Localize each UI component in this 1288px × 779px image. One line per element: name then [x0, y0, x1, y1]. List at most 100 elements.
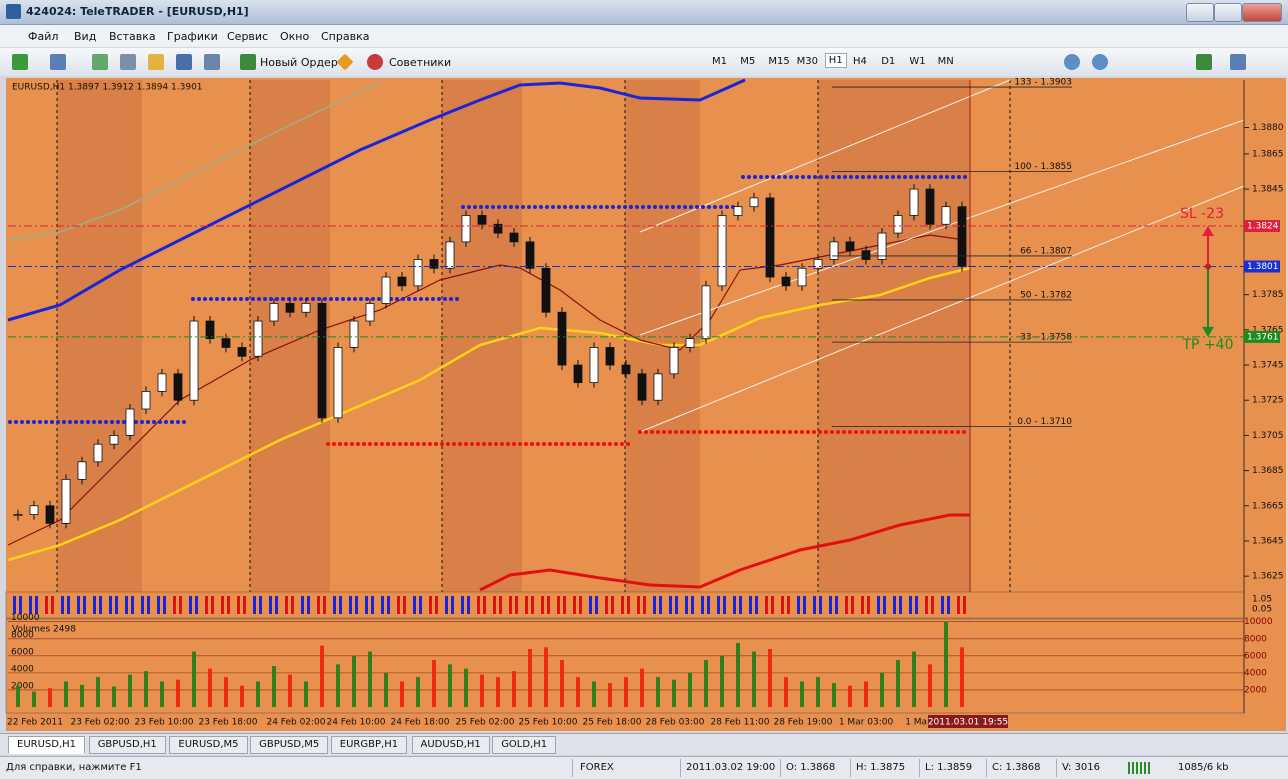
candle — [957, 206, 967, 267]
chart-tab[interactable]: EURGBP,H1 — [330, 736, 408, 754]
timeframe-button[interactable]: M15 — [768, 56, 790, 67]
volume-bar — [896, 660, 900, 707]
toolbar-icon[interactable] — [120, 54, 136, 70]
volume-bar — [832, 683, 836, 707]
indicator-bar — [349, 596, 352, 614]
x-tick-label: 24 Feb 18:00 — [390, 718, 449, 728]
volume-tick-label: 4000 — [11, 664, 34, 674]
indicator-bar — [13, 596, 16, 614]
chart-tab[interactable]: GOLD,H1 — [492, 736, 557, 754]
menu-item[interactable]: Файл — [28, 30, 59, 43]
indicator-bar — [51, 596, 54, 614]
indicator-bar — [947, 596, 950, 614]
menu-item[interactable]: Сервис — [227, 30, 269, 43]
candle — [637, 373, 647, 401]
menu-item[interactable]: Окно — [280, 30, 310, 43]
volume-tick-label: 10000 — [1244, 617, 1273, 627]
menu-item[interactable]: Справка — [321, 30, 370, 43]
timeframe-button[interactable]: MN — [937, 56, 954, 67]
candle — [141, 391, 151, 410]
toolbar-icon[interactable] — [1230, 54, 1246, 70]
y-tick-label: 1.3765 — [1252, 325, 1284, 335]
indicator-bar — [941, 596, 944, 614]
indicator-bar — [467, 596, 470, 614]
indicator-bar — [339, 596, 342, 614]
timeframe-button[interactable]: M30 — [796, 56, 818, 67]
toolbar-icon[interactable] — [204, 54, 220, 70]
candle — [269, 303, 279, 322]
indicator-bar — [963, 596, 966, 614]
toolbar-icon[interactable] — [50, 54, 66, 70]
indicator-bar — [797, 596, 800, 614]
candle — [541, 267, 551, 313]
menu-item[interactable]: Графики — [167, 30, 218, 43]
toolbar-icon[interactable] — [240, 54, 256, 70]
volume-bar — [768, 649, 772, 707]
indicator-bar — [253, 596, 256, 614]
menu-item[interactable]: Вид — [74, 30, 97, 43]
volume-bar — [80, 684, 84, 707]
volume-bar — [96, 677, 100, 707]
indicator-bar — [621, 596, 624, 614]
cursor-time-box — [928, 715, 1008, 728]
indicator-bar — [643, 596, 646, 614]
indicator-bar — [435, 596, 438, 614]
x-tick-label: 28 Feb 19:00 — [773, 718, 832, 728]
chart-tab[interactable]: GBPUSD,M5 — [250, 736, 329, 754]
indicator-bar — [637, 596, 640, 614]
timeframe-button[interactable]: M1 — [712, 56, 727, 67]
y-tick-label: 1.3745 — [1252, 361, 1284, 371]
toolbar-icon[interactable] — [336, 53, 354, 71]
toolbar-icon[interactable] — [148, 54, 164, 70]
candle — [157, 373, 167, 392]
timeframe-button[interactable]: D1 — [881, 56, 896, 67]
indicator-bar — [163, 596, 166, 614]
toolbar-icon[interactable] — [92, 54, 108, 70]
toolbar-icon[interactable] — [367, 54, 383, 70]
status-time: 2011.03.02 19:00 — [686, 762, 776, 773]
indicator-bar — [77, 596, 80, 614]
candle — [189, 320, 199, 401]
zoom-in[interactable] — [1064, 54, 1080, 70]
candle — [349, 320, 359, 348]
toolbar-icon[interactable] — [176, 54, 192, 70]
volume-bar — [848, 685, 852, 707]
x-tick-label: 1 Mar — [905, 718, 931, 728]
maximize-button[interactable] — [1214, 3, 1242, 22]
candle — [589, 347, 599, 384]
timeframe-button[interactable]: H4 — [853, 56, 867, 67]
status-high: H: 1.3875 — [856, 762, 906, 773]
indicator-bar — [269, 596, 272, 614]
chart-tab[interactable]: EURUSD,H1 — [8, 736, 86, 754]
volume-tick-label: 10000 — [11, 613, 40, 623]
indicator-bar — [29, 596, 32, 614]
chart-tab[interactable]: EURUSD,M5 — [169, 736, 248, 754]
close-button[interactable] — [1242, 3, 1282, 22]
indicator-bar — [131, 596, 134, 614]
volume-bar — [320, 645, 324, 707]
timeframe-button[interactable]: H1 — [824, 53, 847, 68]
minimize-button[interactable] — [1186, 3, 1214, 22]
zoom-out[interactable] — [1092, 54, 1108, 70]
volume-bar — [32, 691, 36, 707]
volume-label: Volumes 2498 — [12, 625, 76, 635]
fib-label: 100 - 1.3855 — [1014, 162, 1072, 172]
candle — [205, 320, 215, 340]
chart-tab[interactable]: AUDUSD,H1 — [411, 736, 490, 754]
candle — [445, 241, 455, 269]
indicator-bar — [45, 596, 48, 614]
chart-tab[interactable]: GBPUSD,H1 — [88, 736, 166, 754]
price-box — [1244, 220, 1280, 233]
menu-item[interactable]: Вставка — [109, 30, 156, 43]
toolbar-icon[interactable] — [12, 54, 28, 70]
volume-tick-label: 6000 — [11, 647, 34, 657]
experts-button[interactable]: Советники — [389, 56, 452, 69]
timeframe-button[interactable]: M5 — [740, 56, 756, 67]
connection-indicator — [1128, 762, 1150, 774]
timeframe-button[interactable]: W1 — [909, 56, 926, 67]
indicator-bar — [147, 596, 150, 614]
price-box-label: 1.3824 — [1247, 222, 1279, 232]
new-order-button[interactable]: Новый Ордер — [260, 56, 338, 69]
candle — [941, 206, 951, 225]
toolbar-icon[interactable] — [1196, 54, 1212, 70]
